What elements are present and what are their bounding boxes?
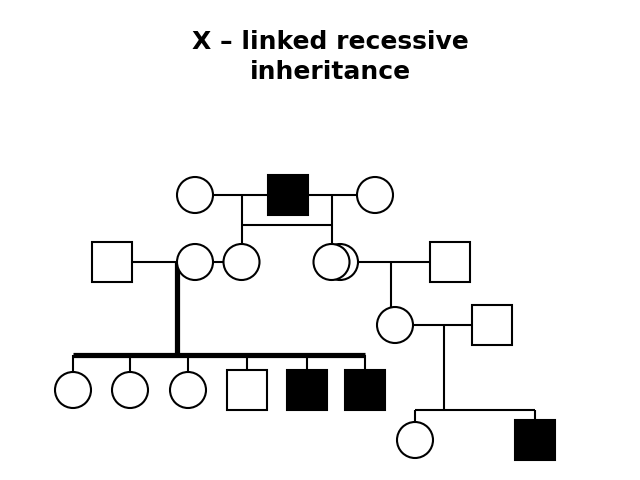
Bar bbox=[92, 242, 132, 282]
Circle shape bbox=[170, 372, 206, 408]
Bar bbox=[430, 242, 470, 282]
Circle shape bbox=[397, 422, 433, 458]
Text: X – linked recessive: X – linked recessive bbox=[191, 30, 468, 54]
Bar bbox=[472, 305, 512, 345]
Circle shape bbox=[377, 307, 413, 343]
Bar bbox=[287, 370, 327, 410]
Bar bbox=[345, 370, 385, 410]
Circle shape bbox=[322, 244, 358, 280]
Circle shape bbox=[177, 244, 213, 280]
Circle shape bbox=[177, 177, 213, 213]
Circle shape bbox=[357, 177, 393, 213]
Bar bbox=[227, 370, 267, 410]
Circle shape bbox=[55, 372, 91, 408]
Bar bbox=[515, 420, 555, 460]
Text: inheritance: inheritance bbox=[250, 60, 411, 84]
Circle shape bbox=[223, 244, 259, 280]
Circle shape bbox=[112, 372, 148, 408]
Bar bbox=[268, 175, 308, 215]
Circle shape bbox=[314, 244, 349, 280]
